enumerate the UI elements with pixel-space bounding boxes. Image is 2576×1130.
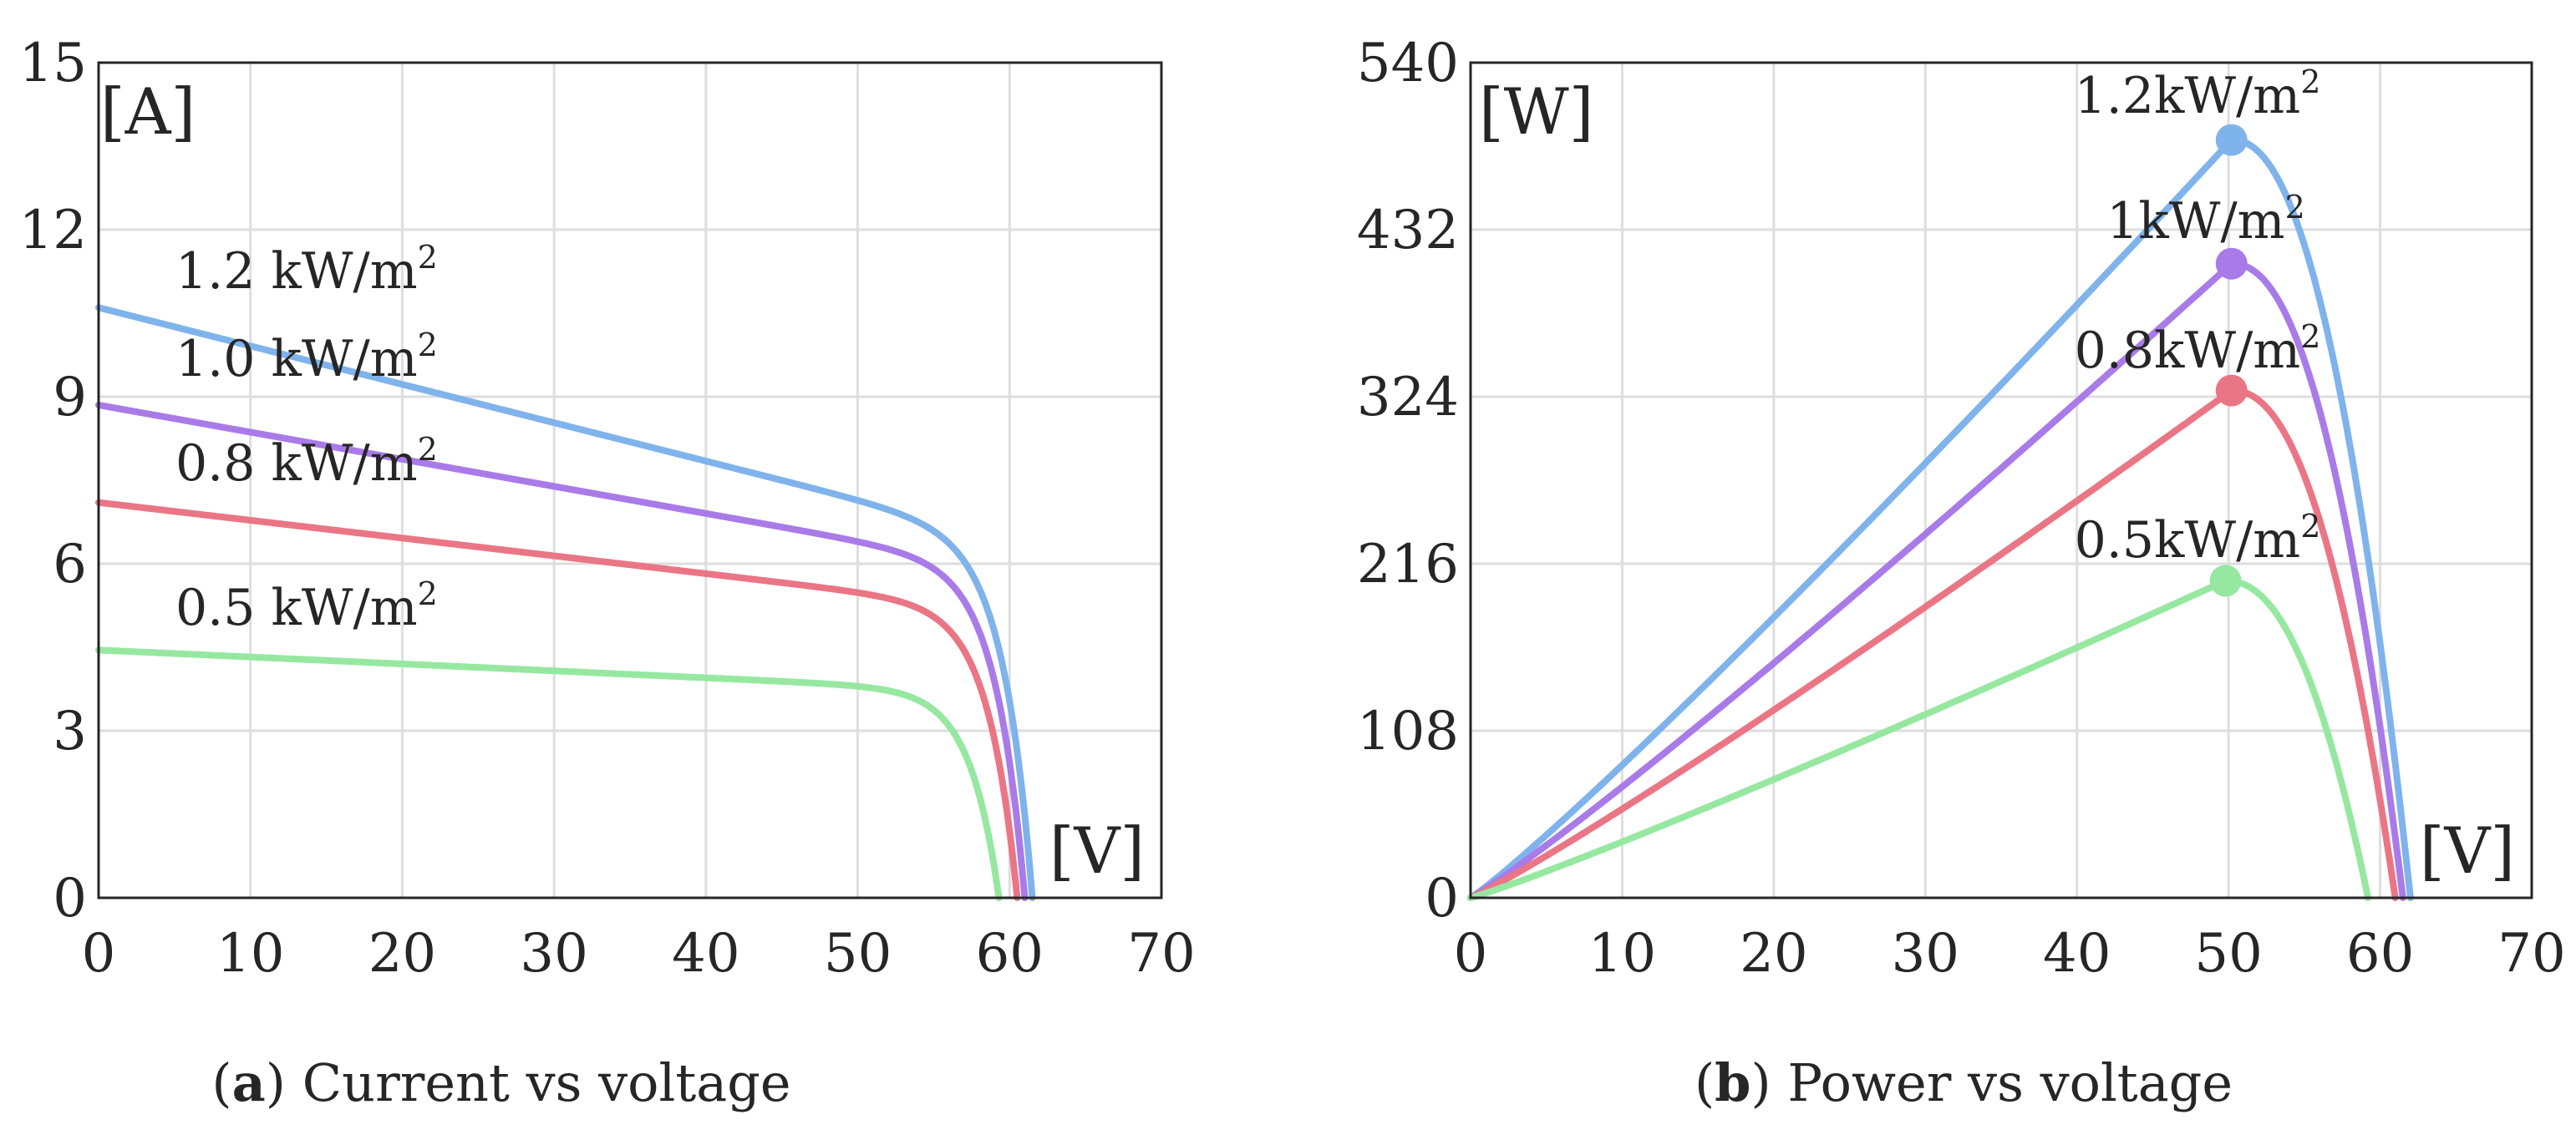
mpp-marker-3 <box>2209 565 2242 597</box>
series-label-superscript: 2 <box>418 327 438 363</box>
caption: (b) Power vs voltage <box>1694 1052 2233 1113</box>
series-line-1 <box>1467 260 2406 901</box>
x-tick-label: 60 <box>2346 923 2414 985</box>
caption-text: Current vs voltage <box>286 1052 791 1113</box>
series-label-text: 0.5 kW/m <box>175 579 418 637</box>
series-label-3: 0.5 kW/m2 <box>175 575 438 637</box>
series-label-superscript: 2 <box>2300 318 2320 355</box>
x-unit-label: [V] <box>2420 813 2515 888</box>
series-label-0: 1.2kW/m2 <box>2075 63 2321 125</box>
series-label-superscript: 2 <box>418 575 438 612</box>
y-tick-label: 6 <box>53 534 87 595</box>
series-label-1: 1.0 kW/m2 <box>175 327 438 388</box>
y-tick-label: 0 <box>1425 868 1459 930</box>
plot-frame <box>1469 61 2533 899</box>
mpp-marker-2 <box>2215 374 2248 407</box>
caption-label: b <box>1715 1052 1750 1113</box>
series-label-3: 0.5kW/m2 <box>2075 508 2321 570</box>
y-tick-label: 324 <box>1357 367 1459 428</box>
series-label-superscript: 2 <box>2300 508 2320 545</box>
y-tick-label: 108 <box>1357 701 1459 763</box>
caption-label: a <box>232 1052 266 1113</box>
series-label-1: 1kW/m2 <box>2106 189 2305 251</box>
x-tick-label: 20 <box>368 923 436 985</box>
x-tick-label: 70 <box>2497 923 2565 985</box>
series-label-text: 0.5kW/m <box>2075 511 2301 570</box>
series-label-0: 1.2 kW/m2 <box>175 239 438 301</box>
x-tick-label: 20 <box>1740 923 1807 985</box>
y-tick-label: 12 <box>19 200 87 261</box>
series-curves <box>1467 124 2414 901</box>
caption-close: ) <box>266 1052 286 1113</box>
series-label-text: 1.2kW/m <box>2075 67 2301 125</box>
series-line-2 <box>1467 387 2399 901</box>
series-label-superscript: 2 <box>2285 189 2305 225</box>
series-label-superscript: 2 <box>2300 63 2320 100</box>
series-label-text: 1.2 kW/m <box>175 242 418 301</box>
x-tick-label: 50 <box>2194 923 2262 985</box>
x-tick-label: 70 <box>1127 923 1195 985</box>
x-tick-label: 10 <box>1588 923 1656 985</box>
series-label-2: 0.8 kW/m2 <box>175 431 438 493</box>
x-tick-label: 0 <box>1454 923 1488 985</box>
x-tick-label: 40 <box>2043 923 2111 985</box>
y-tick-label: 0 <box>53 868 87 930</box>
series-label-text: 1kW/m <box>2106 192 2284 251</box>
y-tick-label: 540 <box>1357 33 1459 94</box>
plot-frame <box>97 61 1163 899</box>
series-line-0 <box>1467 136 2414 901</box>
x-unit-label: [V] <box>1049 813 1145 888</box>
y-tick-label: 432 <box>1357 200 1459 261</box>
caption-open: ( <box>211 1052 231 1113</box>
series-label-superscript: 2 <box>418 431 438 468</box>
x-tick-label: 50 <box>824 923 892 985</box>
caption-close: ) <box>1751 1052 1771 1113</box>
series-line-1 <box>95 402 1029 901</box>
caption-open: ( <box>1694 1052 1715 1113</box>
series-label-text: 0.8kW/m <box>2075 322 2301 380</box>
x-tick-label: 40 <box>672 923 739 985</box>
x-tick-label: 60 <box>976 923 1044 985</box>
y-tick-label: 3 <box>53 701 87 763</box>
y-tick-label: 216 <box>1357 534 1459 595</box>
series-line-3 <box>95 646 1003 901</box>
gridlines <box>99 63 1161 898</box>
x-tick-label: 0 <box>82 923 116 985</box>
x-tick-label: 30 <box>1892 923 1959 985</box>
caption: (a) Current vs voltage <box>211 1052 790 1113</box>
y-unit-label: [W] <box>1479 74 1593 149</box>
caption-text: Power vs voltage <box>1771 1052 2233 1113</box>
y-tick-label: 9 <box>53 367 87 428</box>
x-tick-label: 10 <box>216 923 284 985</box>
x-tick-label: 30 <box>520 923 587 985</box>
series-label-superscript: 2 <box>418 239 438 276</box>
series-label-text: 1.0 kW/m <box>175 330 418 388</box>
y-tick-label: 15 <box>19 33 87 94</box>
mpp-marker-0 <box>2215 124 2248 156</box>
y-unit-label: [A] <box>100 74 196 149</box>
series-line-2 <box>95 499 1021 901</box>
series-curves <box>95 304 1036 901</box>
series-label-2: 0.8kW/m2 <box>2075 318 2321 380</box>
mpp-marker-1 <box>2215 247 2248 280</box>
series-label-text: 0.8 kW/m <box>175 434 418 493</box>
series-line-0 <box>95 304 1036 901</box>
iv-chart: 1.2 kW/m21.0 kW/m20.8 kW/m20.5 kW/m20 10 2… <box>19 33 1196 1113</box>
series-line-3 <box>1467 577 2372 901</box>
